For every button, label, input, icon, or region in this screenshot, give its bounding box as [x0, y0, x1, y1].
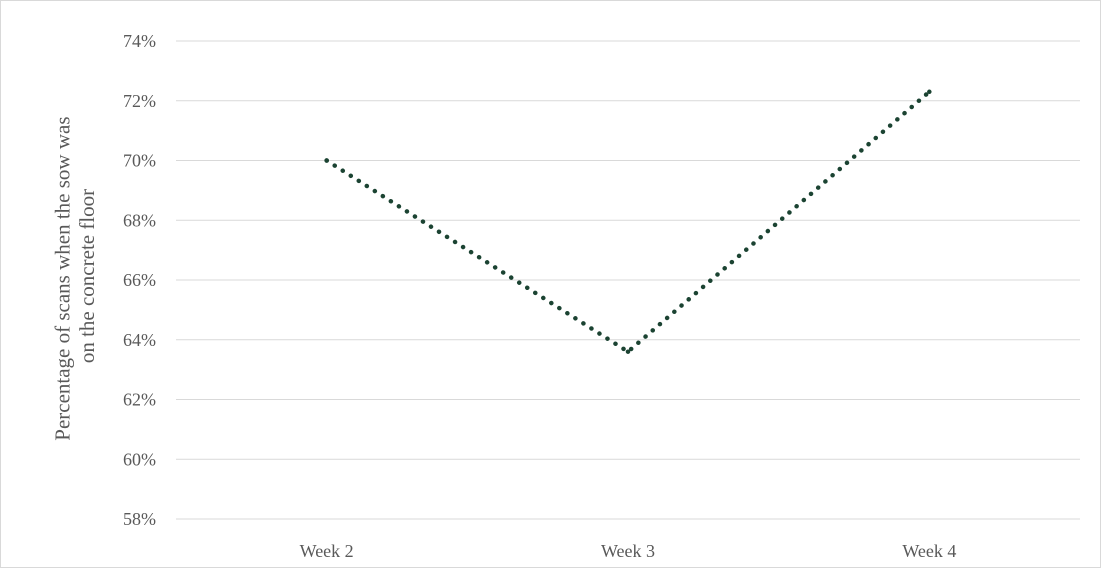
x-tick-label: Week 4 [902, 541, 956, 561]
y-tick-label: 66% [123, 270, 156, 290]
y-axis-title-line-1: Percentage of scans when the sow was [51, 117, 75, 441]
x-tick-label: Week 3 [601, 541, 655, 561]
y-axis-title: Percentage of scans when the sow was on … [51, 111, 99, 440]
y-tick-labels: 58% 60% 62% 64% 66% 68% 70% 72% 74% [123, 31, 156, 529]
y-tick-label: 74% [123, 31, 156, 51]
series-group [324, 89, 932, 355]
series-line [324, 89, 932, 355]
y-tick-label: 72% [123, 91, 156, 111]
y-tick-label: 68% [123, 210, 156, 230]
y-tick-label: 64% [123, 330, 156, 350]
y-axis-title-line-2: on the concrete floor [75, 189, 99, 363]
data-point [324, 158, 329, 163]
x-tick-label: Week 2 [300, 541, 354, 561]
data-point [927, 89, 932, 95]
y-tick-label: 62% [123, 390, 156, 410]
y-tick-label: 70% [123, 151, 156, 171]
data-point [625, 349, 631, 354]
y-tick-label: 58% [123, 509, 156, 529]
gridlines [176, 40, 1080, 520]
x-tick-labels: Week 2 Week 3 Week 4 [300, 541, 957, 561]
y-tick-label: 60% [123, 449, 156, 469]
